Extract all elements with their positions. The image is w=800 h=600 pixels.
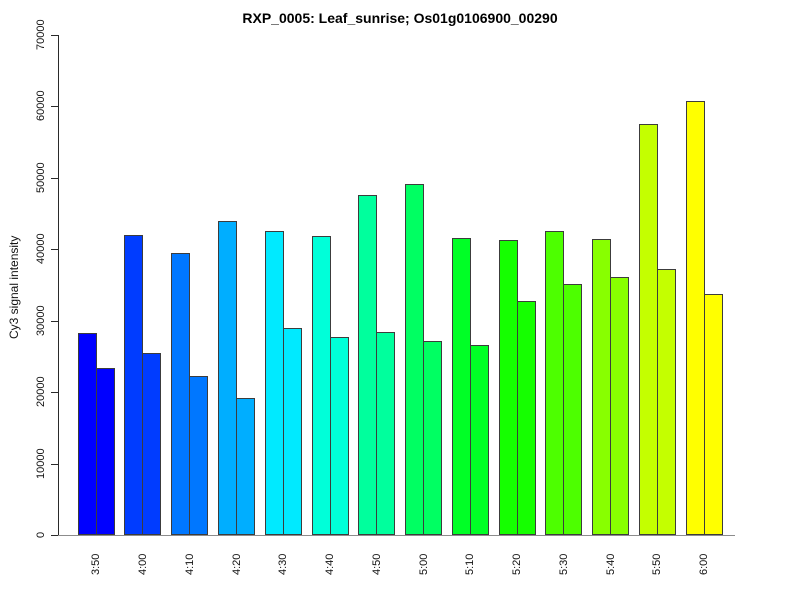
x-tick-label: 5:20 [511, 553, 524, 575]
y-tick-label: 30000 [35, 305, 47, 336]
x-tick-label: 4:30 [277, 553, 290, 575]
bar-group-5-bar-2 [282, 328, 302, 535]
y-tick [51, 34, 58, 36]
bar-group-1-bar-2 [95, 367, 115, 535]
bar-group-12-bar-2 [610, 276, 630, 535]
bar-group-1-bar-1 [77, 333, 97, 535]
y-tick [51, 535, 58, 536]
bar-group-9-bar-1 [451, 237, 471, 535]
x-tick-label: 4:10 [183, 553, 196, 575]
y-tick [51, 249, 58, 250]
bar-group-10-bar-2 [516, 301, 536, 535]
x-baseline [58, 535, 735, 536]
x-tick-label: 4:20 [230, 553, 243, 575]
bar-group-10-bar-1 [498, 239, 518, 535]
y-tick-label: 60000 [35, 90, 47, 122]
bar-group-14-bar-1 [685, 100, 705, 535]
y-tick [51, 106, 58, 107]
bar-group-14-bar-2 [703, 294, 723, 535]
y-tick [51, 177, 58, 179]
bar-group-7-bar-2 [376, 331, 396, 535]
bar-group-9-bar-2 [469, 344, 489, 535]
x-tick-label: 5:00 [417, 553, 430, 575]
x-tick-label: 5:40 [604, 553, 617, 575]
x-tick-label: 4:40 [324, 553, 337, 575]
y-axis-title: Cy3 signal intensity [7, 235, 21, 339]
x-tick-label: 6:00 [698, 553, 711, 575]
y-tick-label: 10000 [35, 448, 47, 479]
bar-group-12-bar-1 [592, 238, 612, 535]
bar-group-11-bar-2 [563, 284, 583, 535]
y-tick-label: 70000 [35, 19, 47, 50]
bar-group-7-bar-1 [358, 194, 378, 535]
x-tick-label: 5:30 [557, 553, 570, 575]
bar-group-4-bar-1 [218, 221, 237, 535]
bar-group-8-bar-1 [405, 183, 425, 535]
y-tick-label: 20000 [35, 376, 47, 408]
bar-group-13-bar-2 [656, 269, 676, 535]
y-tick-label: 50000 [35, 162, 47, 193]
bar-group-11-bar-1 [545, 231, 565, 535]
bar-group-6-bar-1 [311, 236, 331, 535]
bar-group-6-bar-2 [329, 336, 349, 535]
y-axis-line [58, 34, 59, 536]
bar-group-8-bar-2 [423, 340, 443, 535]
y-tick-label: 40000 [35, 233, 47, 265]
x-tick-label: 4:50 [370, 553, 383, 575]
bar-group-4-bar-2 [236, 398, 255, 535]
x-tick-label: 3:50 [90, 553, 103, 575]
bar-group-13-bar-1 [638, 123, 658, 535]
chart-title: RXP_0005: Leaf_sunrise; Os01g0106900_002… [242, 10, 558, 26]
x-tick-label: 4:00 [136, 553, 149, 575]
y-tick-label: 0 [35, 531, 47, 539]
bar-group-2-bar-1 [124, 234, 144, 535]
bar-group-3-bar-2 [189, 376, 209, 535]
bar-group-3-bar-1 [171, 253, 191, 535]
y-tick [51, 392, 58, 393]
x-tick-label: 5:10 [464, 553, 477, 575]
bar-group-5-bar-1 [264, 231, 284, 535]
y-tick [51, 463, 58, 465]
bar-group-2-bar-2 [142, 352, 162, 535]
y-tick [51, 320, 58, 322]
x-tick-label: 5:50 [651, 553, 664, 575]
